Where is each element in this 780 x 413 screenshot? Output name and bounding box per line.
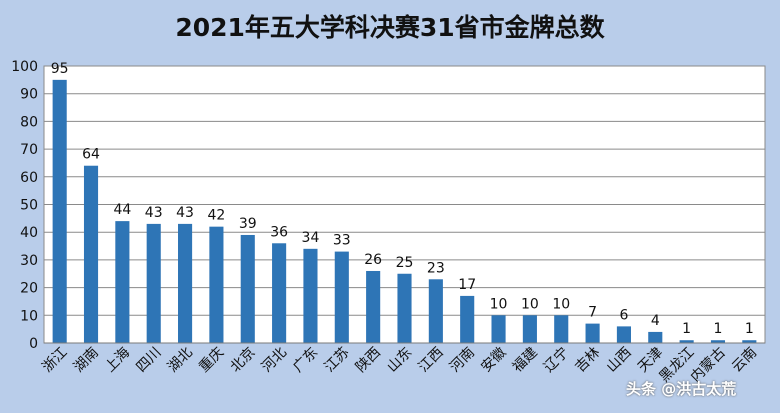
bar-value-label: 1	[714, 321, 723, 337]
x-tick-label: 重庆	[196, 345, 227, 376]
y-tick-label: 80	[20, 114, 38, 130]
bar-value-label: 64	[82, 147, 100, 163]
y-tick-label: 90	[20, 87, 38, 103]
bar-value-label: 10	[490, 296, 508, 312]
x-tick-label: 江西	[416, 345, 447, 376]
x-tick-label: 福建	[510, 345, 541, 376]
x-tick-label: 北京	[227, 345, 258, 376]
bar-value-label: 95	[51, 61, 69, 77]
bar	[240, 234, 255, 343]
bar	[52, 79, 67, 343]
bar-value-label: 7	[588, 305, 597, 321]
bar	[710, 340, 726, 343]
bar-value-label: 10	[521, 296, 539, 312]
x-tick-label: 河南	[447, 345, 478, 376]
y-tick-label: 70	[20, 142, 38, 158]
x-tick-label: 安徽	[478, 345, 509, 376]
bar	[178, 223, 193, 343]
bar-value-label: 4	[651, 313, 660, 329]
bar	[397, 273, 412, 343]
bar	[742, 340, 757, 343]
bar-value-label: 6	[619, 307, 628, 323]
y-tick-label: 30	[20, 253, 38, 269]
bar	[679, 340, 694, 343]
y-tick-label: 40	[20, 225, 38, 241]
bar	[648, 331, 663, 343]
bar-value-label: 1	[682, 321, 691, 337]
bar-value-label: 43	[145, 205, 163, 221]
bar	[554, 315, 569, 343]
bar-value-label: 44	[113, 202, 131, 218]
bar-value-label: 1	[745, 321, 754, 337]
x-tick-label: 湖南	[71, 345, 102, 376]
x-tick-label: 湖北	[165, 345, 196, 376]
y-tick-label: 50	[20, 198, 38, 214]
bar	[83, 165, 99, 343]
x-tick-label: 河北	[259, 345, 290, 376]
bar	[585, 323, 600, 343]
bar-value-label: 34	[302, 230, 320, 246]
bar	[303, 248, 318, 343]
x-tick-label: 四川	[133, 345, 164, 376]
bar	[209, 226, 224, 343]
bar-value-label: 10	[552, 296, 570, 312]
x-tick-label: 山东	[384, 345, 415, 376]
x-tick-label: 上海	[102, 345, 133, 376]
bar-value-label: 26	[364, 252, 382, 268]
bar	[334, 251, 349, 343]
bar-value-label: 17	[458, 277, 476, 293]
bar	[491, 315, 506, 343]
bar	[522, 315, 537, 343]
x-tick-label: 辽宁	[540, 344, 572, 376]
y-tick-label: 60	[20, 170, 38, 186]
bar-value-label: 42	[207, 208, 225, 224]
x-tick-label: 江苏	[322, 345, 353, 376]
x-tick-label: 广东	[290, 345, 321, 376]
x-tick-label: 云南	[729, 345, 760, 376]
bar	[272, 243, 287, 343]
x-tick-label: 陕西	[353, 345, 384, 376]
bar	[146, 223, 161, 343]
bar	[115, 221, 130, 343]
x-tick-label: 浙江	[39, 345, 70, 376]
bar	[428, 279, 443, 343]
bar	[460, 295, 475, 343]
bar-value-label: 43	[176, 205, 194, 221]
x-tick-label: 山西	[604, 345, 635, 376]
y-tick-label: 20	[20, 281, 38, 297]
y-tick-label: 10	[20, 308, 38, 324]
bar	[616, 326, 631, 343]
y-tick-label: 0	[29, 336, 38, 352]
bar-value-label: 36	[270, 224, 288, 240]
chart-title: 2021年五大学科决赛31省市金牌总数	[175, 13, 605, 42]
watermark-text: 头条 @洪古太荒	[626, 380, 737, 398]
bar-value-label: 23	[427, 260, 445, 276]
bar	[366, 270, 381, 343]
y-tick-label: 100	[11, 59, 38, 75]
bar-value-label: 33	[333, 233, 351, 249]
bar-value-label: 39	[239, 216, 257, 232]
x-tick-label: 吉林	[572, 345, 603, 376]
bar-value-label: 25	[396, 255, 414, 271]
